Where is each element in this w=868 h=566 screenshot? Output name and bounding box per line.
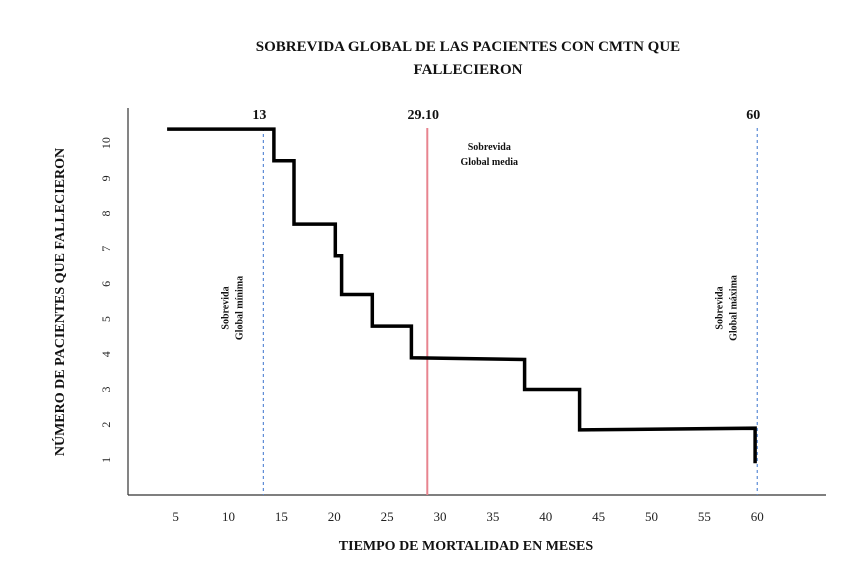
x-tick-label: 5 (172, 509, 179, 524)
x-tick-label: 40 (539, 509, 552, 524)
x-tick-label: 20 (328, 509, 341, 524)
y-tick-label: 3 (99, 386, 113, 392)
x-tick-label: 15 (275, 509, 288, 524)
reference-note-1-line-2: Global mínima (234, 276, 245, 340)
y-tick-label: 8 (99, 211, 113, 217)
chart-title-line-1: SOBREVIDA GLOBAL DE LAS PACIENTES CON CM… (256, 39, 680, 55)
x-tick-label: 10 (222, 509, 235, 524)
reference-label-2: 29.10 (408, 108, 440, 123)
y-axis-title: NÚMERO DE PACIENTES QUE FALLECIERON (51, 148, 68, 456)
y-tick-label: 5 (99, 316, 113, 322)
reference-note-3-line-2: Global máxima (728, 275, 739, 341)
chart-title-line-2: FALLECIERON (414, 62, 523, 78)
x-tick-label: 25 (381, 509, 394, 524)
reference-note-2-line-2: Global media (461, 157, 519, 168)
y-tick-label: 9 (99, 175, 113, 181)
y-tick-label: 2 (99, 422, 113, 428)
reference-note-3-line-1: Sobrevida (714, 286, 725, 329)
x-tick-label: 35 (486, 509, 499, 524)
series-step-line-1 (167, 127, 757, 464)
y-tick-label: 4 (99, 351, 113, 357)
reference-note-1-line-1: Sobrevida (220, 286, 231, 329)
x-axis-title: TIEMPO DE MORTALIDAD EN MESES (339, 539, 594, 554)
reference-note-2-line-1: Sobrevida (468, 142, 511, 153)
x-tick-label: 45 (592, 509, 605, 524)
x-tick-label: 55 (698, 509, 711, 524)
y-tick-label: 7 (99, 246, 113, 252)
reference-label-1: 13 (252, 108, 266, 123)
reference-label-3: 60 (746, 108, 760, 123)
x-tick-label: 60 (751, 509, 764, 524)
x-tick-label: 50 (645, 509, 658, 524)
y-tick-label: 1 (99, 457, 113, 463)
y-tick-label: 10 (99, 137, 113, 149)
y-tick-label: 6 (99, 281, 113, 287)
x-tick-label: 30 (433, 509, 446, 524)
